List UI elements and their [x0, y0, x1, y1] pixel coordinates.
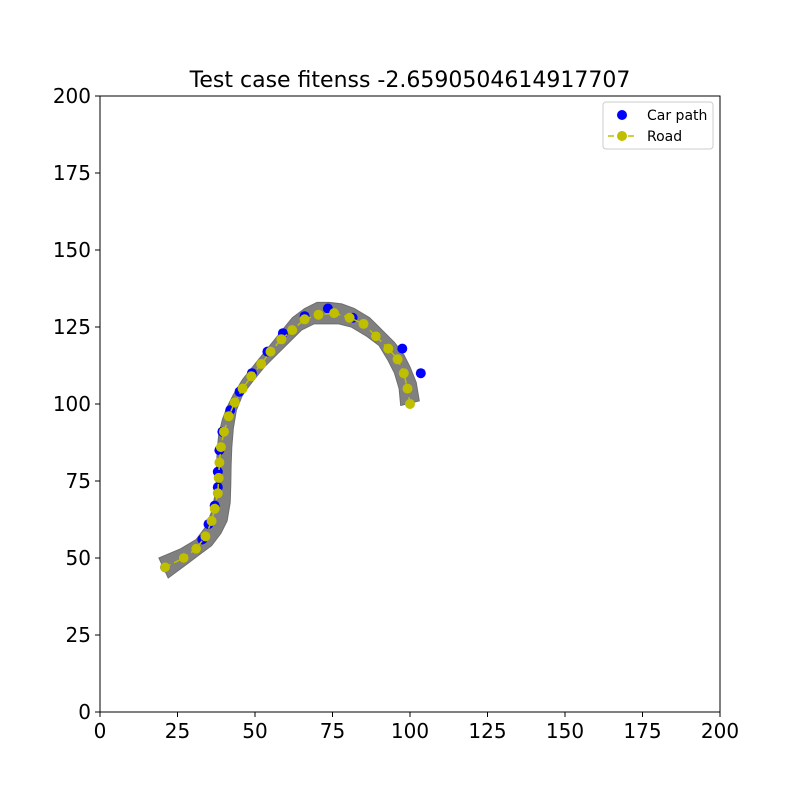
road-point [287, 325, 298, 336]
chart-title: Test case fitenss -2.6590504614917707 [189, 68, 631, 93]
x-tick-label: 125 [468, 719, 506, 743]
legend-marker-car-path [617, 110, 627, 120]
road-point [405, 399, 415, 409]
road-point [256, 359, 267, 369]
y-tick-label: 100 [53, 392, 91, 416]
x-tick-label: 75 [320, 719, 345, 743]
road-point [313, 309, 324, 320]
x-tick-label: 50 [242, 719, 267, 743]
legend: Car path Road [602, 101, 714, 150]
road-point [398, 368, 409, 379]
road-point [191, 543, 202, 554]
road-point [370, 331, 381, 342]
road-point [219, 426, 229, 437]
x-tick-label: 200 [701, 719, 739, 743]
x-tick-label: 0 [94, 719, 107, 743]
y-tick-label: 150 [53, 238, 91, 262]
car-path-point [397, 343, 408, 354]
road-point [402, 383, 413, 394]
road-point [223, 411, 234, 422]
legend-marker-road [617, 131, 627, 141]
road-point [237, 383, 248, 394]
y-tick-label: 50 [66, 546, 91, 570]
road-point [209, 503, 220, 514]
road-point [265, 346, 276, 357]
car-path-point [415, 368, 426, 379]
road-point [358, 318, 369, 329]
road-point [246, 371, 257, 382]
road-point [329, 308, 340, 319]
y-tick-label: 0 [78, 700, 91, 724]
y-tick-label: 75 [66, 469, 91, 493]
road-point [178, 553, 189, 563]
y-tick-label: 25 [66, 623, 91, 647]
x-tick-label: 175 [623, 719, 661, 743]
road-point [200, 531, 211, 542]
x-tick-label: 100 [391, 719, 429, 743]
road-point [206, 516, 217, 526]
road-point [215, 442, 226, 453]
road-point [229, 397, 240, 408]
plot-area [158, 301, 426, 579]
road-point [160, 562, 171, 573]
legend-box [602, 101, 714, 150]
road-point [214, 457, 225, 468]
road-point [276, 334, 287, 345]
road-point [299, 314, 310, 325]
road-point [392, 354, 403, 365]
road-point [344, 312, 355, 323]
road-point [213, 472, 224, 483]
legend-label-road: Road [647, 129, 682, 145]
y-tick-label: 200 [53, 84, 91, 108]
y-tick-label: 125 [53, 315, 91, 339]
y-tick-label: 175 [53, 161, 91, 185]
x-tick-label: 150 [546, 719, 584, 743]
road-point [383, 343, 394, 354]
road-band [158, 301, 420, 579]
axes: 0 25 50 75 100 125 150 175 200 0 25 50 75 100 125 150 17… [53, 84, 739, 743]
x-tick-label: 25 [165, 719, 190, 743]
road-point [212, 488, 223, 499]
legend-label-car-path: Car path [647, 108, 707, 124]
